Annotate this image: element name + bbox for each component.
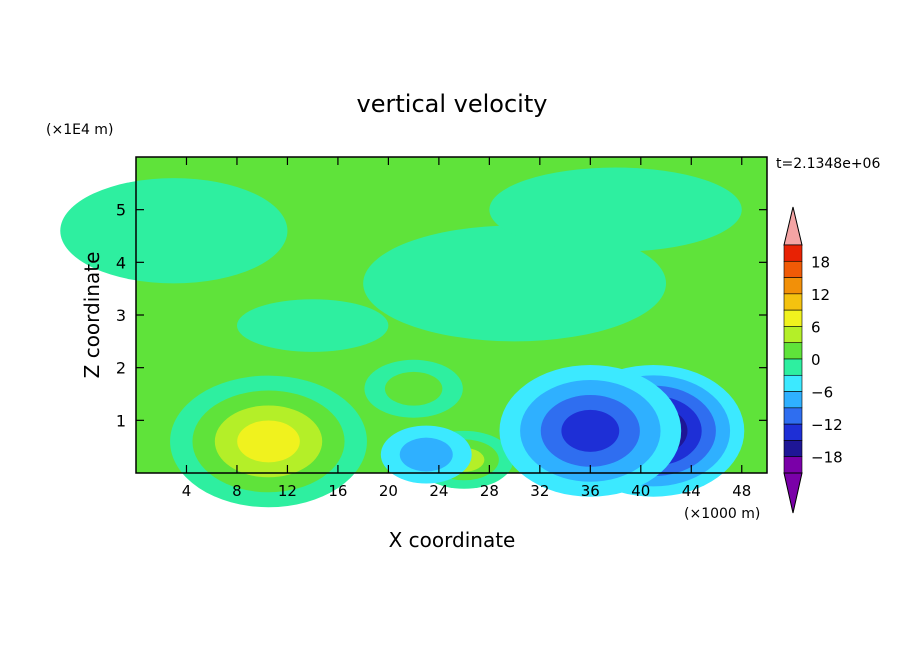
y-axis-label: Z coordinate [80,252,104,379]
colorbar-bin [783,277,803,295]
colorbar-tick-label: 12 [811,286,830,304]
x-tick-label: 20 [379,482,398,500]
updraft-contour [384,371,443,406]
x-axis-label: X coordinate [389,528,516,552]
weak-downdraft-band [60,178,288,284]
x-tick-label: 44 [682,482,701,500]
colorbar-bin [783,293,803,311]
x-tick-label: 12 [278,482,297,500]
y-tick-label: 4 [116,253,126,272]
downdraft-contour [561,409,620,452]
colorbar-bin [783,244,803,262]
colorbar-tick-label: 6 [811,318,821,336]
x-tick-label: 4 [182,482,192,500]
colorbar-bin [783,358,803,376]
colorbar-tick-label: −18 [811,449,843,467]
colorbar-bin [783,342,803,360]
colorbar: 18 12 6 0 −6 −12 −18 [783,206,843,514]
colorbar-bin [783,456,803,474]
x-tick-label: 40 [631,482,650,500]
colorbar-bin [783,374,803,392]
colorbar-bin [783,326,803,344]
y-tick-label: 1 [116,411,126,430]
colorbar-tick-label: −6 [811,384,833,402]
y-tick-label: 2 [116,359,126,378]
x-tick-label: 36 [581,482,600,500]
colorbar-bin [783,309,803,327]
colorbar-bin [783,260,803,278]
contour-field [60,167,745,508]
x-tick-label: 28 [480,482,499,500]
y-tick-label: 5 [116,201,126,220]
x-tick-label: 48 [732,482,751,500]
x-axis: 4 8 12 16 20 24 28 32 36 40 44 48 [182,157,751,500]
x-tick-label: 8 [232,482,242,500]
time-label: t=2.1348e+06 [776,156,880,172]
colorbar-tick-label: −12 [811,416,843,434]
colorbar-bin [783,440,803,458]
colorbar-bin [783,423,803,441]
x-tick-label: 24 [429,482,448,500]
chart-title: vertical velocity [357,90,548,118]
colorbar-tick-label: 18 [811,253,830,271]
x-unit-label: (×1000 m) [684,506,760,522]
colorbar-bin [783,391,803,409]
x-tick-label: 32 [530,482,549,500]
colorbar-bin [783,407,803,425]
weak-downdraft-band [236,299,389,352]
colorbar-over-triangle [783,206,803,246]
updraft-contour [237,420,300,463]
weak-downdraft-band [363,225,667,342]
y-unit-label: (×1E4 m) [46,122,113,138]
x-tick-label: 16 [328,482,347,500]
colorbar-under-triangle [783,472,803,514]
y-tick-label: 3 [116,306,126,325]
downdraft-contour [399,437,453,472]
y-axis: 1 2 3 4 5 [116,201,767,430]
weak-downdraft-band [489,167,742,252]
colorbar-tick-label: 0 [811,351,821,369]
